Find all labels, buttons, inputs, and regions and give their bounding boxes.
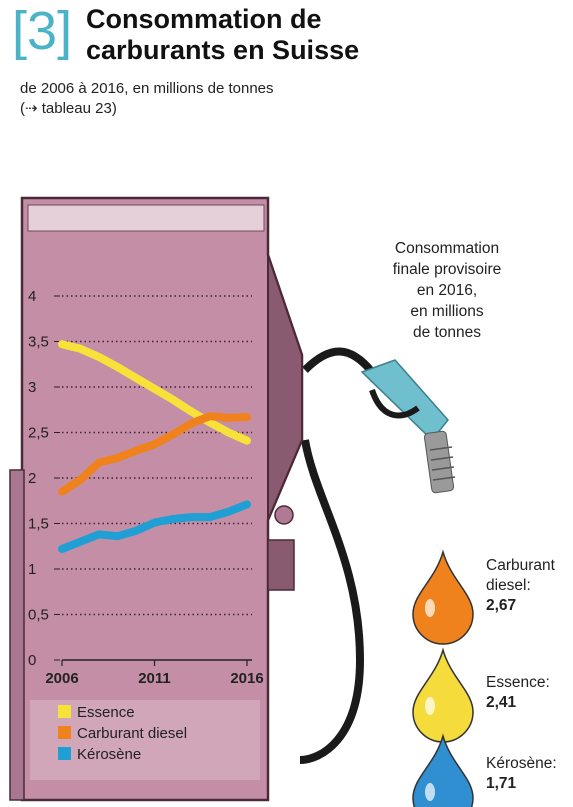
x-tick-label: 2006 bbox=[45, 670, 78, 687]
y-tick-label: 0 bbox=[28, 652, 36, 669]
y-tick-label: 2,5 bbox=[28, 425, 49, 442]
y-tick-label: 3,5 bbox=[28, 334, 49, 351]
legend: Essence Carburant diesel Kérosène bbox=[58, 704, 187, 763]
note-text: Consommation finale provisoire en 2016, … bbox=[362, 238, 532, 343]
y-tick-label: 0,5 bbox=[28, 607, 49, 624]
title-line-2: carburants en Suisse bbox=[86, 35, 360, 65]
drop-value-kerosene: 1,71 bbox=[486, 775, 517, 792]
legend-swatch bbox=[58, 747, 71, 760]
legend-label: Essence bbox=[77, 704, 135, 721]
series-lines bbox=[58, 340, 251, 553]
y-tick-label: 2 bbox=[28, 470, 36, 487]
fuel-drop-icon bbox=[412, 549, 474, 645]
drops bbox=[412, 549, 474, 807]
table-reference: (⇢ tableau 23) bbox=[20, 100, 117, 117]
y-tick-label: 1,5 bbox=[28, 516, 49, 533]
dotted-arrow-icon: ⇢ bbox=[25, 100, 38, 117]
drop-highlight bbox=[425, 783, 435, 801]
y-tick-label: 3 bbox=[28, 379, 36, 396]
legend-swatch bbox=[58, 705, 71, 718]
hose-top bbox=[302, 347, 376, 375]
title-line-1: Consommation de bbox=[86, 4, 322, 34]
legend-swatch bbox=[58, 726, 71, 739]
fuel-drop-icon bbox=[412, 733, 474, 807]
fuel-drop-icon bbox=[412, 647, 474, 743]
fuel-nozzle-icon bbox=[360, 359, 456, 494]
chart-number: [3] bbox=[12, 1, 73, 61]
drop-label-essence: Essence: 2,41 bbox=[486, 674, 550, 711]
drop-label-diesel: Carburant diesel: 2,67 bbox=[486, 557, 555, 614]
note-line-2: finale provisoire bbox=[392, 261, 502, 278]
drop-label-kerosene: Kérosène: 1,71 bbox=[486, 755, 557, 792]
x-tick-labels: 2006 2011 2016 bbox=[45, 660, 264, 687]
y-tick-label: 4 bbox=[28, 288, 36, 305]
series-line-0 bbox=[58, 340, 251, 445]
drop-highlight bbox=[425, 697, 435, 715]
note-line-4: en millions bbox=[410, 303, 484, 320]
legend-label: Kérosène bbox=[77, 746, 141, 763]
note-line-1: Consommation bbox=[394, 240, 500, 257]
y-tick-label: 1 bbox=[28, 561, 36, 578]
x-tick-label: 2011 bbox=[138, 670, 171, 687]
series-line-1 bbox=[58, 412, 251, 496]
drop-value-essence: 2,41 bbox=[486, 694, 517, 711]
drop-value-diesel: 2,67 bbox=[486, 597, 517, 614]
series-line-2 bbox=[58, 500, 251, 553]
legend-label: Carburant diesel bbox=[77, 725, 187, 742]
chart-title: Consommation de carburants en Suisse bbox=[86, 4, 359, 66]
hose bbox=[299, 439, 365, 764]
drop-highlight bbox=[425, 599, 435, 617]
x-tick-label: 2016 bbox=[230, 670, 263, 687]
note-line-5: de tonnes bbox=[412, 324, 482, 341]
note-line-3: en 2016, bbox=[416, 282, 478, 299]
y-tick-labels: 0 0,5 1 1,5 2 2,5 3 3,5 4 bbox=[28, 288, 60, 669]
fuel-pump-body bbox=[9, 196, 304, 802]
chart-subtitle: de 2006 à 2016, en millions de tonnes bbox=[20, 80, 274, 97]
